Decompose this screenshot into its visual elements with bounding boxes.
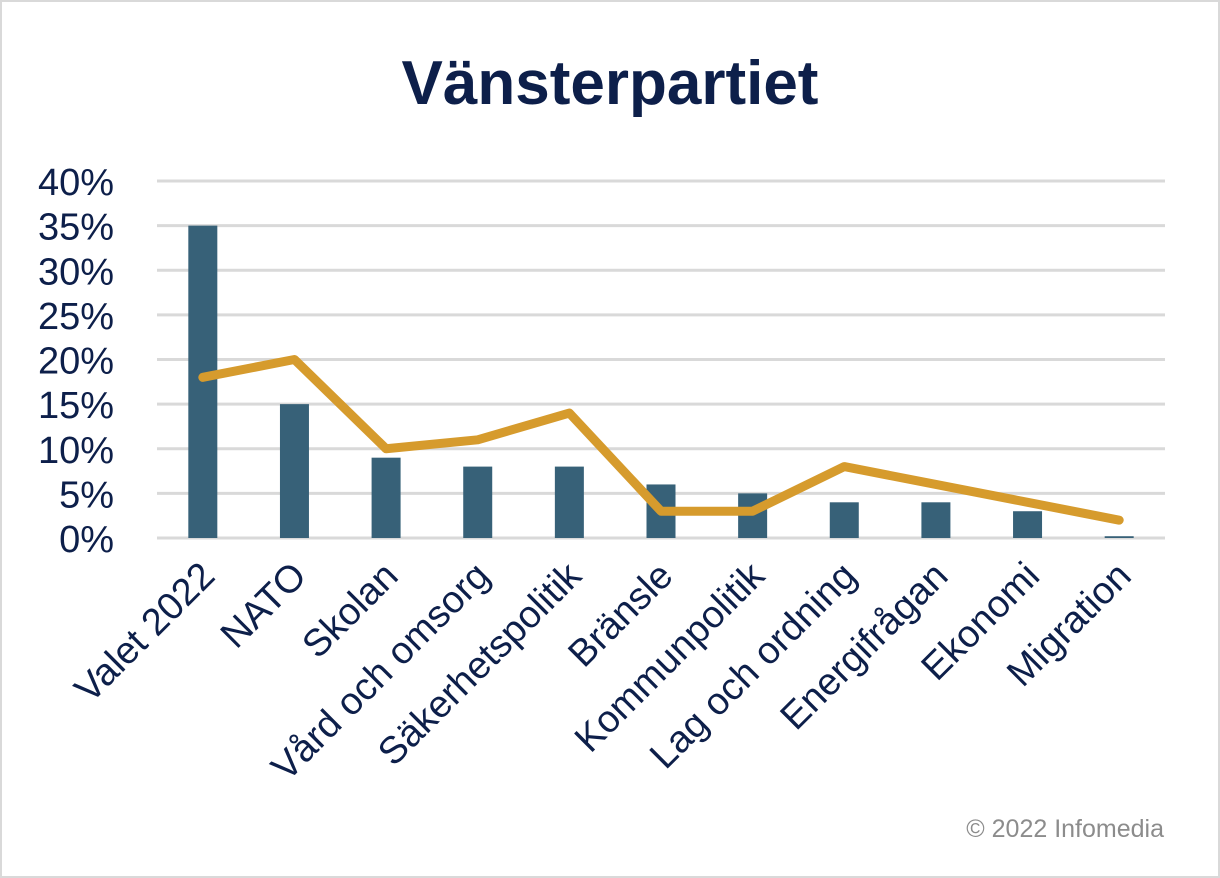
y-tick-label: 0% bbox=[59, 519, 114, 561]
bar bbox=[1104, 536, 1134, 538]
y-tick-label: 20% bbox=[38, 341, 114, 383]
gridlines bbox=[157, 179, 1165, 540]
bar bbox=[463, 466, 493, 538]
x-tick-label: Valet 2022 bbox=[67, 555, 223, 711]
bar bbox=[921, 502, 951, 538]
bar bbox=[371, 457, 401, 538]
y-tick-label: 40% bbox=[38, 162, 114, 204]
y-tick-label: 30% bbox=[38, 251, 114, 293]
y-tick-label: 5% bbox=[59, 474, 114, 516]
bar-series bbox=[188, 225, 1134, 538]
bar bbox=[554, 466, 584, 538]
bar bbox=[1013, 511, 1043, 538]
y-tick-label: 35% bbox=[38, 207, 114, 249]
y-axis-ticks: 0%5%10%15%20%25%30%35%40% bbox=[38, 162, 114, 561]
y-tick-label: 15% bbox=[38, 385, 114, 427]
copyright-text: © 2022 Infomedia bbox=[966, 815, 1164, 843]
bar bbox=[279, 404, 309, 538]
y-tick-label: 25% bbox=[38, 296, 114, 338]
y-tick-label: 10% bbox=[38, 430, 114, 472]
line-series bbox=[198, 355, 1124, 525]
chart-title: Vänsterpartiet bbox=[402, 49, 819, 118]
bar bbox=[829, 502, 859, 538]
